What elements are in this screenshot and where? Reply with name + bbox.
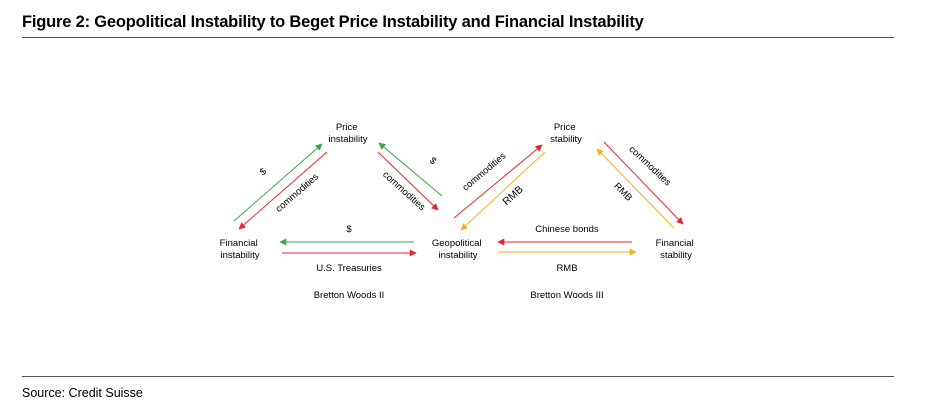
arrow-rmb-to-price-stability bbox=[596, 148, 675, 229]
label-bretton-woods-ii: Bretton Woods II bbox=[314, 290, 385, 301]
label-rmb-mid: RMB bbox=[500, 184, 525, 209]
node-geopolitical-instability: Geopolitical instability bbox=[432, 238, 484, 261]
arrow-rmb-to-geo bbox=[460, 151, 546, 231]
arrow-dollar-from-geo bbox=[378, 142, 443, 197]
source-divider bbox=[22, 376, 894, 377]
label-dollar-bottom: $ bbox=[346, 224, 352, 235]
label-commodities-mid: commodities bbox=[460, 151, 508, 194]
title-divider bbox=[22, 37, 894, 38]
label-bretton-woods-iii: Bretton Woods III bbox=[530, 290, 603, 301]
arrow-commodities-to-financial-stability bbox=[603, 141, 684, 225]
label-dollar-right: $ bbox=[427, 155, 439, 167]
label-us-treasuries: U.S. Treasuries bbox=[316, 263, 382, 274]
label-rmb-bottom: RMB bbox=[556, 263, 577, 274]
arrow-commodities-to-geo bbox=[377, 151, 439, 211]
node-financial-instability: Financial instability bbox=[220, 238, 261, 261]
node-price-instability: Price instability bbox=[328, 122, 367, 145]
figure-title: Figure 2: Geopolitical Instability to Be… bbox=[22, 13, 644, 31]
arrow-commodities-to-financial bbox=[238, 151, 328, 230]
figure-source: Source: Credit Suisse bbox=[22, 386, 143, 400]
node-price-stability: Price stability bbox=[550, 122, 582, 145]
arrow-commodities-to-price-stability bbox=[453, 144, 543, 219]
node-financial-stability: Financial stability bbox=[656, 238, 697, 261]
label-dollar-left: $ bbox=[258, 166, 270, 178]
arrow-dollar-to-price bbox=[233, 143, 323, 222]
label-commodities-right: commodities bbox=[380, 169, 427, 213]
label-commodities-far-right: commodities bbox=[626, 144, 673, 189]
label-chinese-bonds: Chinese bonds bbox=[535, 224, 599, 235]
